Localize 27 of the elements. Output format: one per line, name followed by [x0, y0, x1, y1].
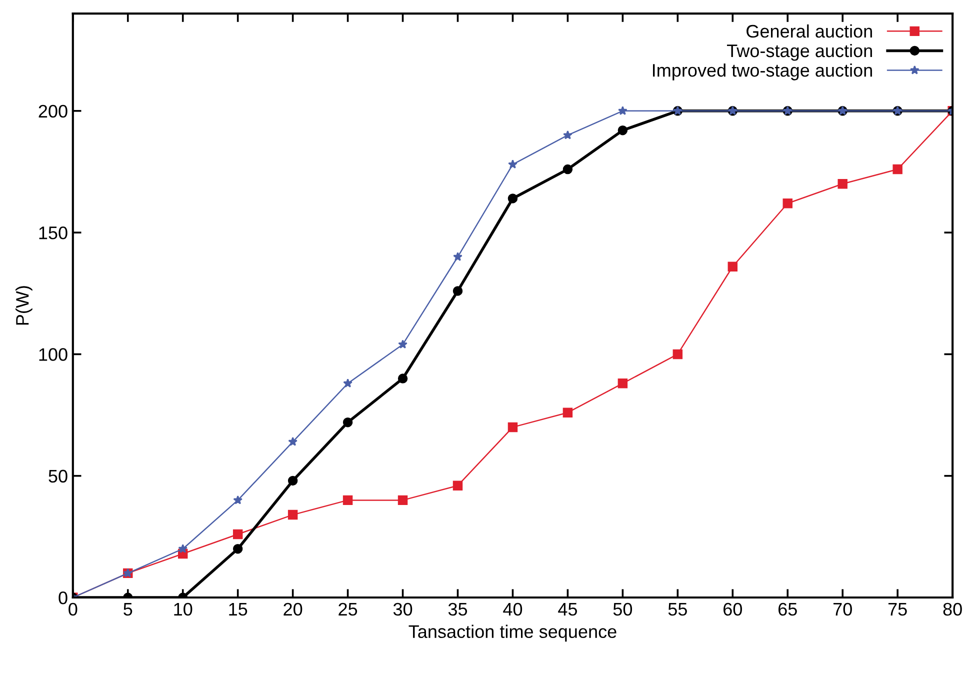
x-tick-label: 35: [448, 602, 468, 616]
x-tick-label: 20: [284, 602, 302, 616]
y-axis-title: P(W): [16, 286, 32, 325]
x-tick-label: 65: [778, 602, 797, 616]
x-tick-label: 30: [393, 602, 412, 616]
x-axis-title: Tansaction time sequence: [408, 624, 616, 642]
x-tick-label: 75: [888, 603, 907, 616]
y-tick-label: 150: [39, 226, 68, 240]
y-tick-label: 200: [38, 104, 68, 118]
x-tick-label: 55: [668, 603, 687, 616]
x-tick-label: 45: [558, 603, 577, 616]
y-tick-label: 50: [48, 470, 68, 483]
x-tick-label: 0: [68, 602, 78, 616]
x-tick-label: 80: [943, 602, 962, 616]
x-tick-label: 70: [833, 602, 852, 616]
x-tick-label: 40: [503, 602, 522, 616]
x-tick-label: 25: [338, 602, 358, 616]
x-tick-label: 50: [613, 602, 632, 616]
legend-label: Two-stage auction: [726, 44, 872, 61]
legend-label: General auction: [746, 24, 872, 38]
x-tick-label: 10: [174, 602, 192, 616]
legend-label: Improved two-stage auction: [653, 63, 872, 80]
y-tick-label: 0: [58, 591, 68, 604]
x-tick-label: 15: [229, 603, 248, 616]
y-tick-label: 100: [39, 348, 68, 361]
x-tick-label: 60: [724, 602, 742, 616]
x-tick-label: 5: [124, 603, 132, 616]
